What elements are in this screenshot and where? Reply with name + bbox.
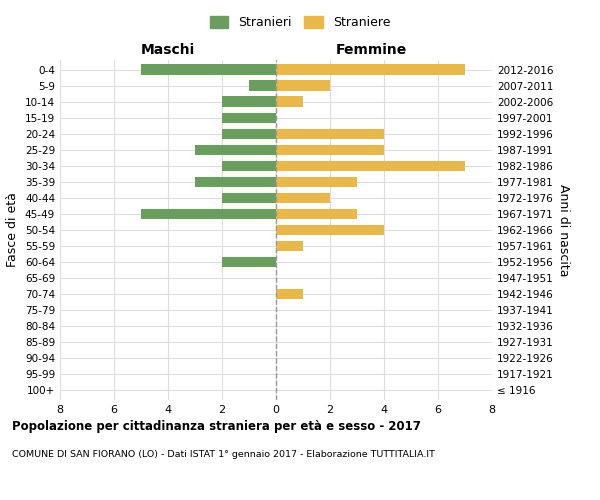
Bar (249, 80, 276, 91)
Bar (222, 160, 276, 171)
Bar (195, 144, 276, 155)
Bar (276, 144, 384, 155)
Bar (276, 176, 357, 187)
Bar (276, 225, 384, 235)
Bar (276, 96, 303, 107)
Text: Maschi: Maschi (141, 44, 195, 58)
Bar (195, 176, 276, 187)
Text: Femmine: Femmine (335, 44, 407, 58)
Bar (276, 160, 465, 171)
Bar (222, 192, 276, 203)
Y-axis label: Fasce di età: Fasce di età (7, 192, 19, 268)
Bar (141, 64, 276, 75)
Y-axis label: Anni di nascita: Anni di nascita (557, 184, 570, 276)
Bar (222, 128, 276, 139)
Bar (276, 80, 330, 91)
Bar (222, 96, 276, 107)
Bar (276, 289, 303, 300)
Bar (141, 208, 276, 219)
Bar (276, 128, 384, 139)
Bar (222, 112, 276, 123)
Bar (276, 208, 357, 219)
Bar (276, 64, 465, 75)
Legend: Stranieri, Straniere: Stranieri, Straniere (205, 11, 395, 34)
Bar (276, 241, 303, 251)
Bar (276, 192, 330, 203)
Bar (222, 257, 276, 268)
Text: COMUNE DI SAN FIORANO (LO) - Dati ISTAT 1° gennaio 2017 - Elaborazione TUTTITALI: COMUNE DI SAN FIORANO (LO) - Dati ISTAT … (12, 450, 435, 459)
Text: Popolazione per cittadinanza straniera per età e sesso - 2017: Popolazione per cittadinanza straniera p… (12, 420, 421, 433)
